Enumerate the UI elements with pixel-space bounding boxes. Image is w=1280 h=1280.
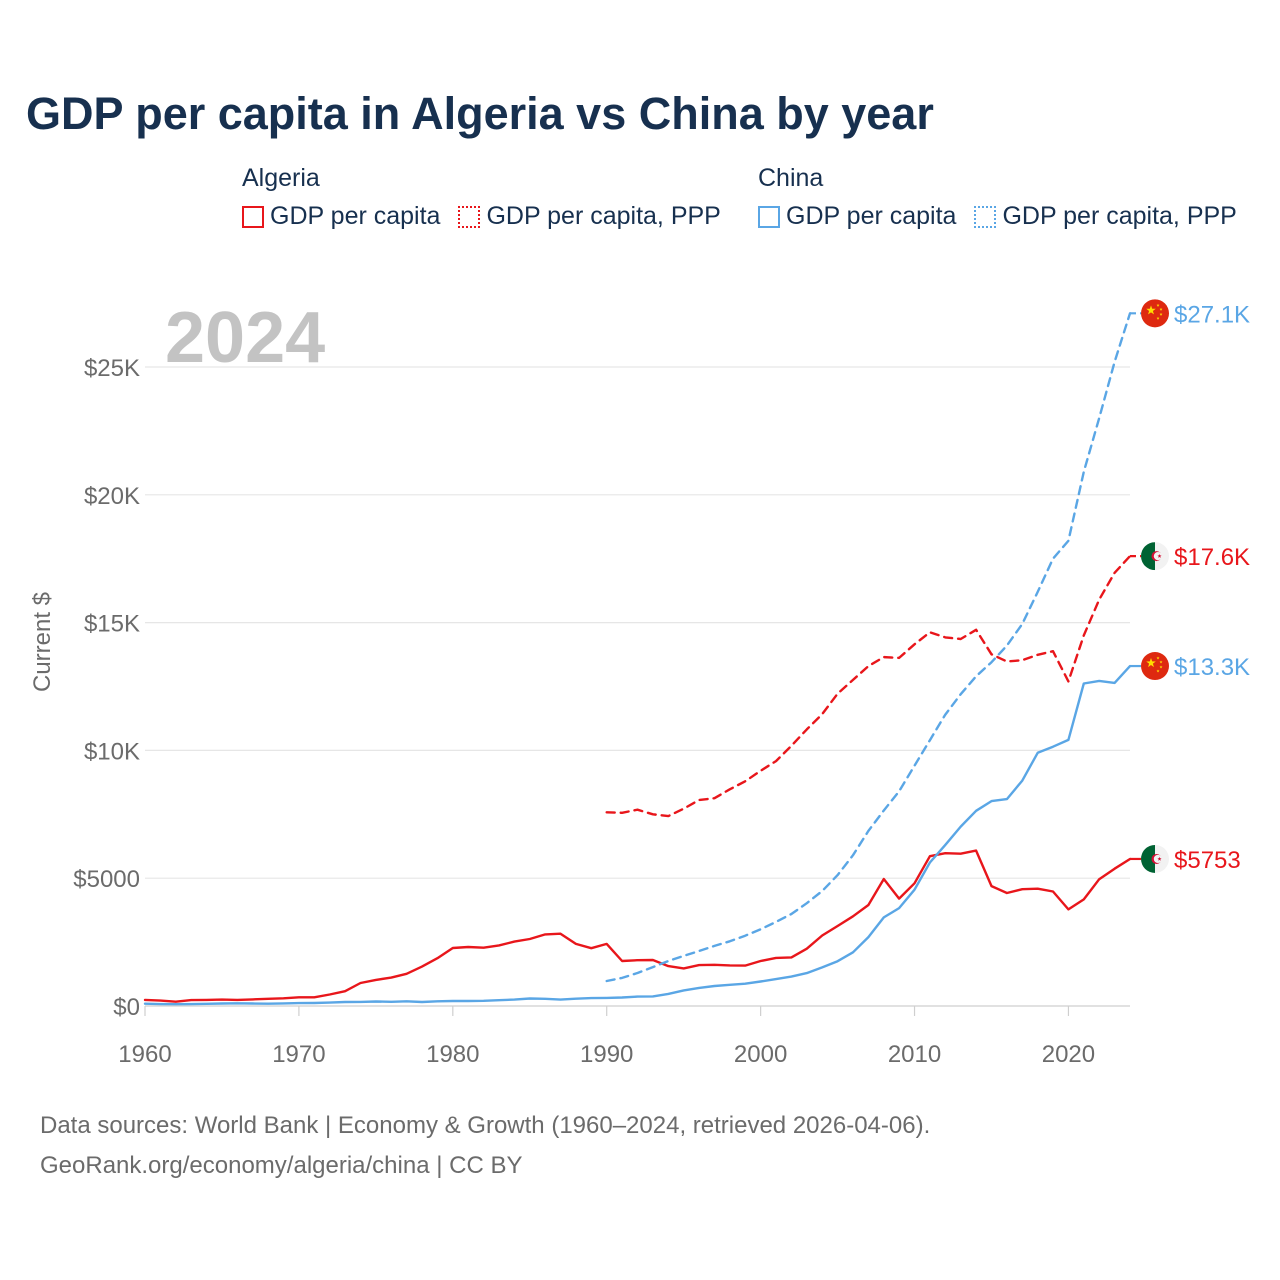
x-tick-label: 2020 bbox=[1042, 1041, 1095, 1068]
series-line-china-gdp-per-capita-ppp[interactable] bbox=[605, 312, 1132, 983]
y-tick-label: $5000 bbox=[73, 866, 140, 893]
series-line-algeria-gdp-per-capita-ppp[interactable] bbox=[605, 554, 1132, 818]
x-tick-label: 2000 bbox=[734, 1041, 787, 1068]
y-tick-label: $25K bbox=[84, 355, 140, 382]
legend-label: GDP per capita bbox=[786, 202, 957, 230]
x-tick-label: 1990 bbox=[580, 1041, 633, 1068]
legend-swatch bbox=[974, 205, 997, 228]
end-value-label: $13.3K bbox=[1174, 654, 1250, 681]
series-line-algeria-gdp-per-capita[interactable] bbox=[143, 849, 1132, 1003]
china-flag-icon bbox=[1141, 652, 1169, 681]
legend-swatch bbox=[758, 205, 780, 228]
legend-item-algeria-gdp-ppp[interactable]: GDP per capita, PPP bbox=[458, 202, 721, 231]
legend-group-title: China bbox=[758, 164, 824, 192]
end-value-label: $5753 bbox=[1174, 847, 1241, 874]
legend-group-algeria: Algeria GDP per capita GDP per capita, P… bbox=[242, 160, 721, 231]
source-note: Data sources: World Bank | Economy & Gro… bbox=[40, 1106, 930, 1186]
year-watermark: 2024 bbox=[165, 298, 325, 378]
y-tick-label: $0 bbox=[113, 994, 140, 1021]
x-tick-label: 1960 bbox=[118, 1041, 171, 1068]
legend-label: GDP per capita bbox=[270, 202, 441, 230]
source-line-2: GeoRank.org/economy/algeria/china | CC B… bbox=[40, 1152, 523, 1179]
x-tick-label: 2010 bbox=[888, 1041, 941, 1068]
y-axis-label: Current $ bbox=[29, 592, 56, 692]
legend-label: GDP per capita, PPP bbox=[1002, 202, 1237, 230]
source-line-1: Data sources: World Bank | Economy & Gro… bbox=[40, 1112, 931, 1139]
algeria-flag-icon bbox=[1141, 542, 1169, 571]
axes: $0 $5000 $10K $15K $20K $25K 1960 1970 1980 1990 2… bbox=[73, 355, 1095, 1068]
y-tick-label: $15K bbox=[84, 611, 140, 638]
end-value-label: $17.6K bbox=[1174, 544, 1250, 571]
legend-label: GDP per capita, PPP bbox=[486, 202, 721, 230]
legend-group-title: Algeria bbox=[242, 164, 320, 192]
end-labels: $5753 $17.6K $13.3K $27.1K bbox=[1130, 299, 1250, 874]
series bbox=[143, 312, 1132, 1006]
legend-item-china-gdp-ppp[interactable]: GDP per capita, PPP bbox=[974, 202, 1237, 231]
legend-group-china: China GDP per capita GDP per capita, PPP bbox=[758, 160, 1237, 231]
algeria-flag-icon bbox=[1141, 844, 1169, 873]
chart-title: GDP per capita in Algeria vs China by ye… bbox=[26, 88, 934, 139]
legend-item-china-gdp[interactable]: GDP per capita bbox=[758, 202, 956, 231]
legend-swatch bbox=[242, 205, 264, 228]
end-value-label: $27.1K bbox=[1174, 301, 1250, 328]
legend-swatch bbox=[458, 205, 481, 228]
y-tick-label: $20K bbox=[84, 483, 140, 510]
series-line-china-gdp-per-capita[interactable] bbox=[143, 664, 1132, 1006]
y-tick-label: $10K bbox=[84, 738, 140, 765]
x-tick-label: 1970 bbox=[272, 1041, 325, 1068]
x-tick-label: 1980 bbox=[426, 1041, 479, 1068]
legend-item-algeria-gdp[interactable]: GDP per capita bbox=[242, 202, 440, 231]
china-flag-icon bbox=[1141, 299, 1169, 328]
grid bbox=[145, 366, 1130, 1007]
